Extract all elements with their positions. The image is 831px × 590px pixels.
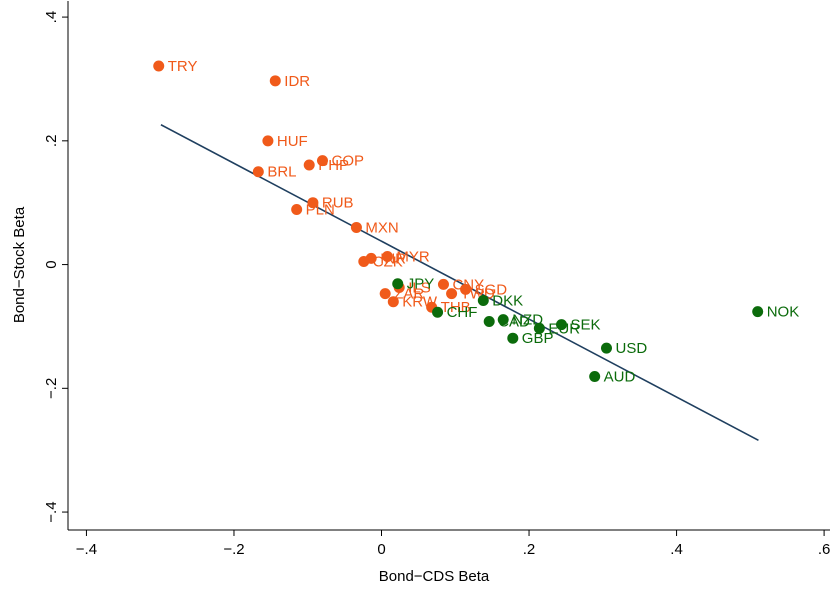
point-label: THB [441,299,471,316]
point-label: INR [380,250,406,267]
point [316,155,328,167]
point-label: MXN [365,219,398,236]
y-tick-label: .4 [43,11,60,24]
y-tick-label: 0 [43,260,60,268]
point-label: DKK [492,292,523,309]
point [533,322,545,334]
point [350,221,362,233]
point [392,278,404,290]
point-label: RUB [322,195,354,212]
point-label: CAD [498,313,530,330]
y-axis-title: Bond−Stock Beta [11,206,28,323]
x-tick-label: 0 [377,541,385,558]
point-label: NZD [512,312,543,329]
x-tick-label: −.4 [76,541,97,558]
point [252,166,264,178]
point [358,255,370,267]
point [752,306,764,318]
point [460,283,472,295]
point [291,204,303,216]
point-label: PLN [306,201,335,218]
point-label: COP [331,153,364,170]
point [600,342,612,354]
x-tick-label: −.2 [223,541,244,558]
point [307,197,319,209]
point-label: USD [615,340,647,357]
point [507,332,519,344]
point-label: CHF [447,304,478,321]
point-label: SEK [570,317,600,334]
point [262,135,274,147]
point [446,288,458,300]
point [303,159,315,171]
point-label: CZK [373,253,403,270]
point-label: TRY [168,58,198,75]
point-label: BRL [267,164,296,181]
point [497,314,509,326]
x-tick-label: .6 [818,541,831,558]
x-tick-label: .2 [523,541,536,558]
x-axis-title: Bond−CDS Beta [379,568,490,585]
point-label: SGD [475,281,508,298]
point-label: ILS [408,279,431,296]
point [589,371,601,383]
point-label: JPY [407,276,435,293]
fit-line [160,124,759,441]
point [477,294,489,306]
x-tick-label: .4 [670,541,683,558]
point-label: AUD [604,369,636,386]
point [379,288,391,300]
point-label: MYR [396,248,430,265]
point [432,306,444,318]
point [153,60,165,72]
point [437,278,449,290]
point-label: GBP [522,330,554,347]
point [381,251,393,263]
y-tick-label: .2 [43,135,60,148]
point [555,319,567,331]
point [483,315,495,327]
point-label: PHP [318,157,349,174]
y-tick-label: −.2 [43,378,60,399]
point [269,75,281,87]
point-label: HUF [277,133,308,150]
y-tick-label: −.4 [43,501,60,522]
point [387,296,399,308]
point-label: NOK [767,304,800,321]
point-label: IDR [284,73,310,90]
